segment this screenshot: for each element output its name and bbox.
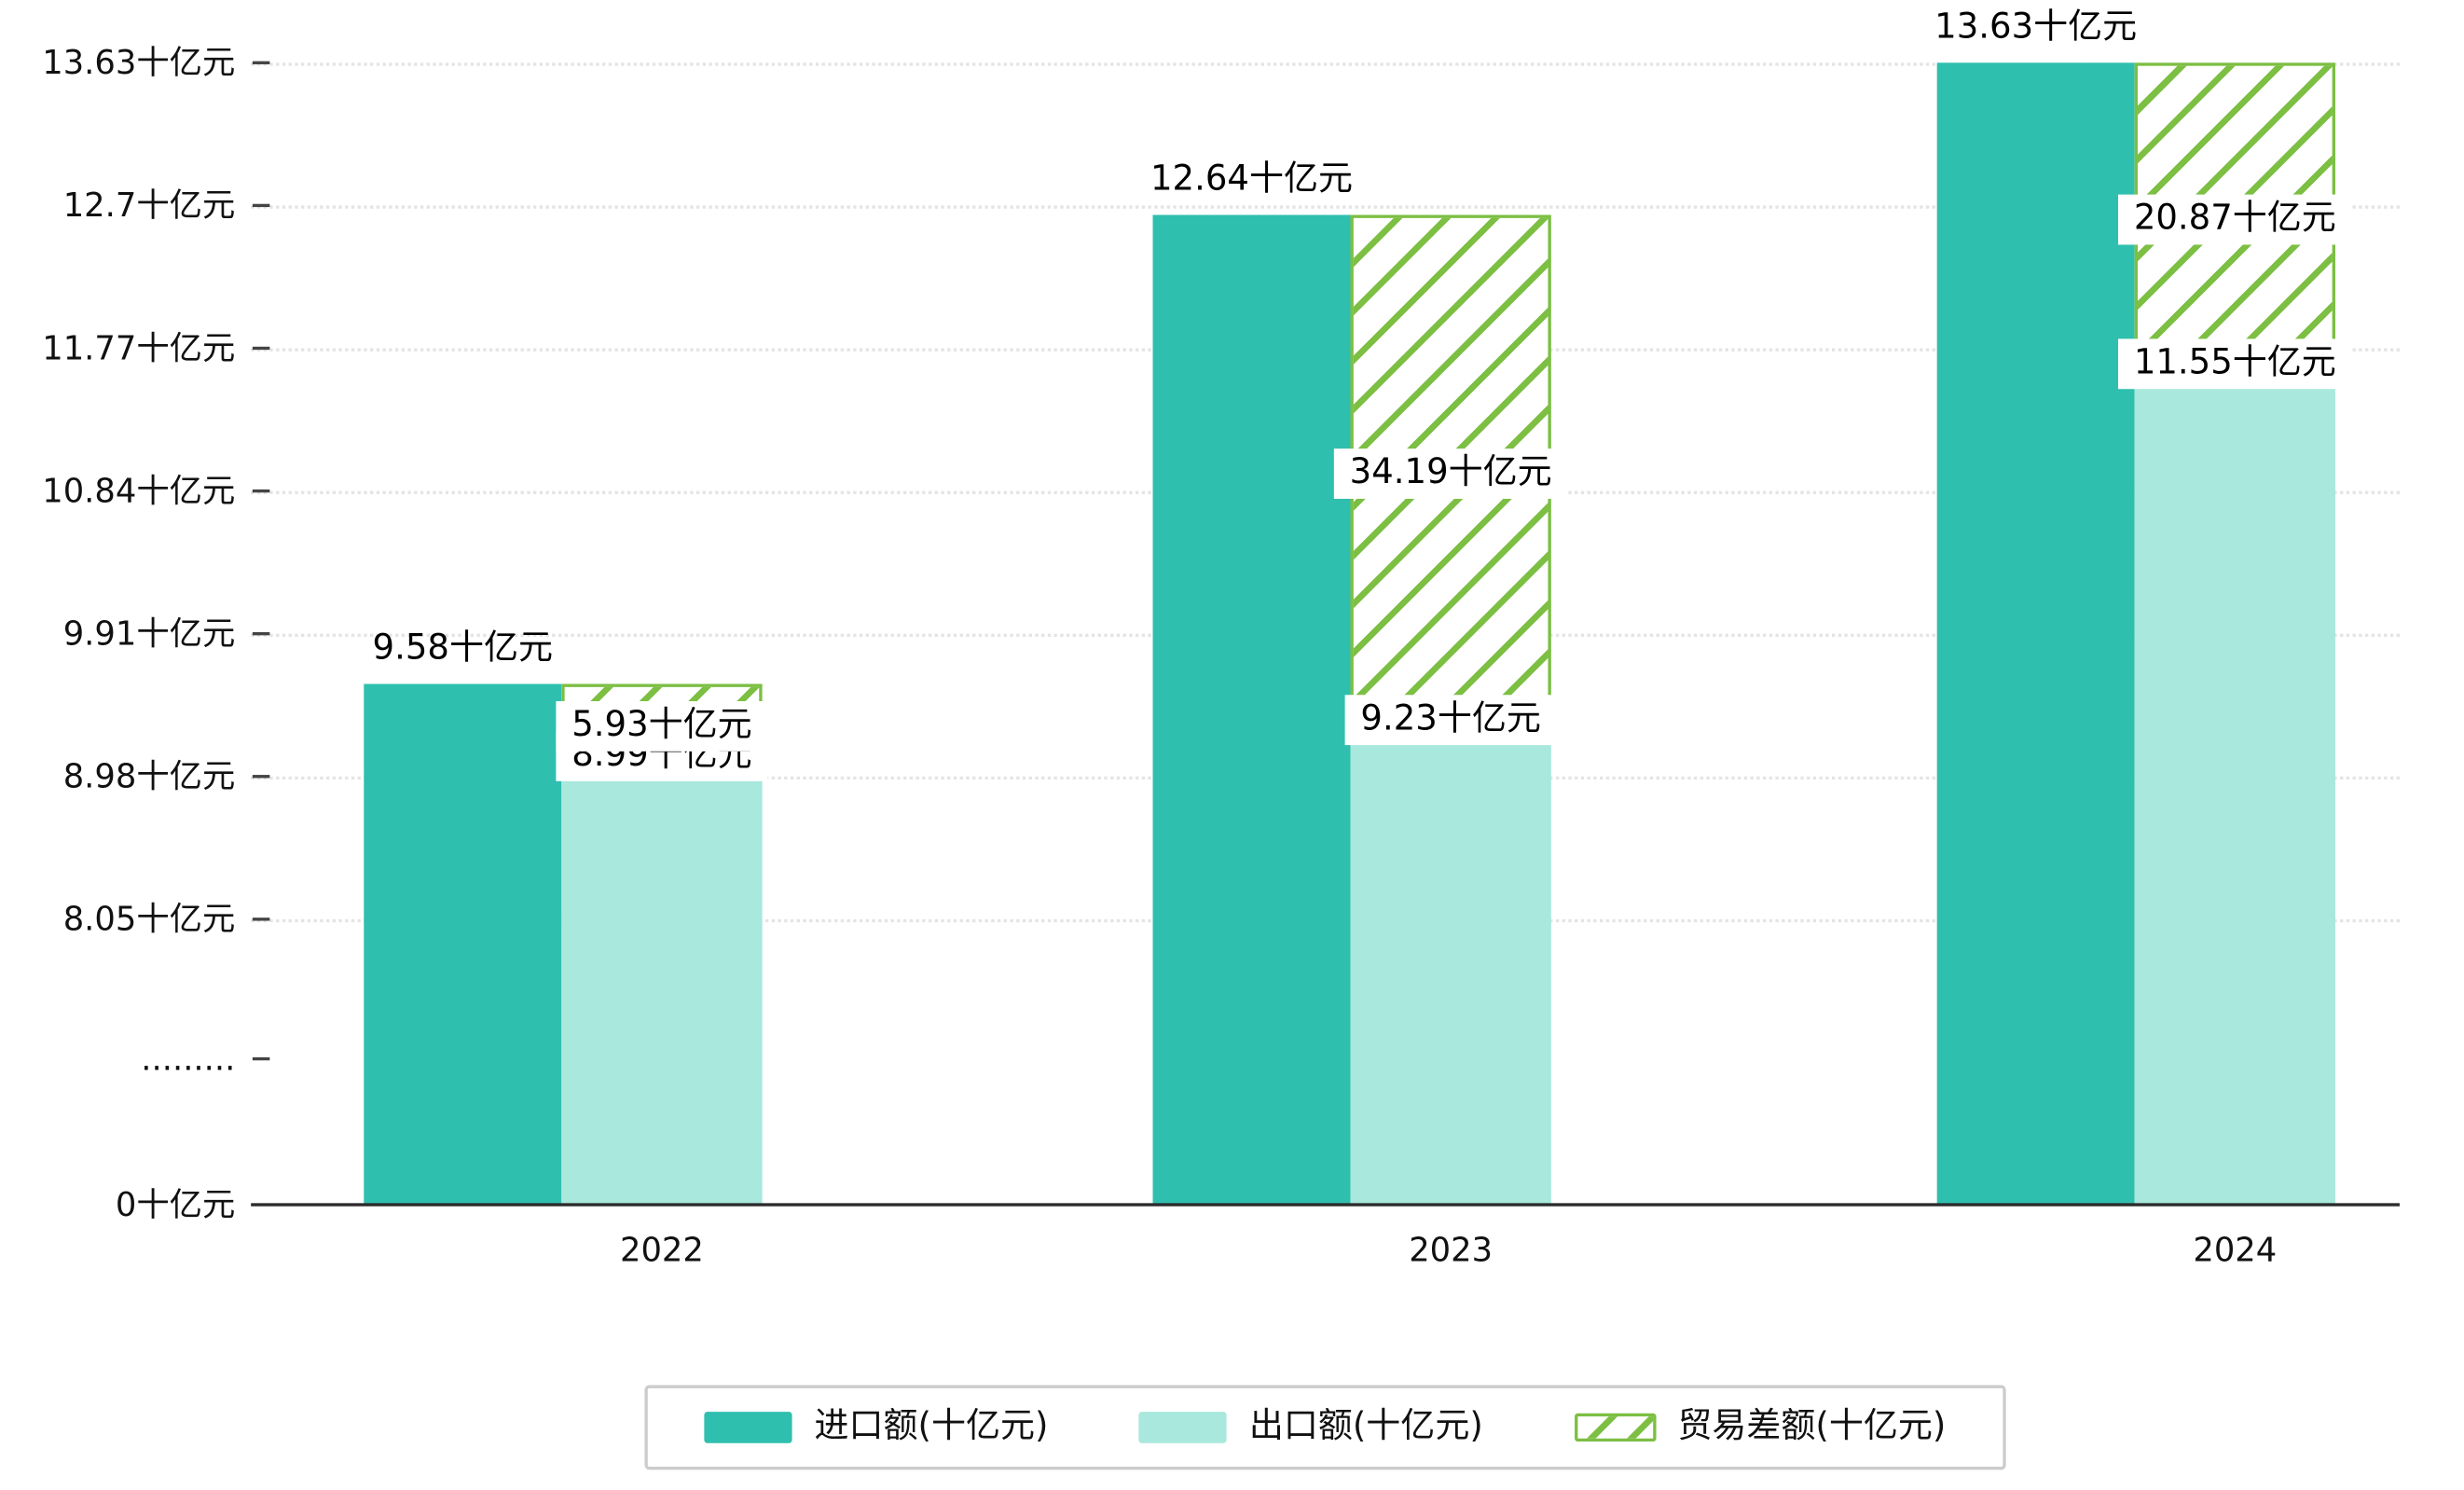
y-axis-tick-label: 8.98十亿元 (62, 757, 236, 795)
y-axis-tick-mark (252, 61, 270, 65)
x-axis-label-2024: 2024 (2193, 1231, 2278, 1270)
y-axis-tick-label: 0十亿元 (115, 1185, 236, 1224)
legend: 进口额(十亿元) 出口额(十亿元) 贸易差额(十亿元) (251, 1385, 2400, 1470)
x-axis-label-2023: 2023 (1409, 1231, 1494, 1270)
y-axis-tick-label: ......... (141, 1040, 236, 1078)
legend-label-trade-balance: 贸易差额(十亿元) (1677, 1407, 1947, 1447)
export-swatch-icon (1139, 1412, 1228, 1443)
y-axis-tick-label: 11.77十亿元 (42, 329, 236, 367)
bar-import-2022 (364, 683, 562, 1206)
legend-item-export[interactable]: 出口额(十亿元) (1139, 1405, 1483, 1449)
trade-balance-label-2023: 34.19十亿元 (1333, 448, 1568, 499)
trade-balance-label-2024: 20.87十亿元 (2117, 194, 2352, 245)
y-axis-tick-label: 8.05十亿元 (62, 900, 236, 939)
legend-item-trade-balance[interactable]: 贸易差额(十亿元) (1574, 1405, 1946, 1449)
y-axis-tick-mark (252, 346, 270, 351)
bar-export-2023 (1350, 738, 1551, 1206)
gridline (251, 62, 2400, 66)
y-axis-tick-mark (252, 917, 270, 921)
y-axis-tick-label: 9.91十亿元 (62, 614, 236, 653)
export-value-label-2024: 11.55十亿元 (2117, 338, 2352, 389)
legend-box: 进口额(十亿元) 出口额(十亿元) 贸易差额(十亿元) (644, 1385, 2006, 1470)
import-value-label-2022: 9.58十亿元 (372, 629, 554, 669)
legend-item-import[interactable]: 进口额(十亿元) (704, 1405, 1049, 1449)
gridline (251, 205, 2400, 210)
y-axis-tick-mark (252, 490, 270, 493)
y-axis-tick-mark (252, 775, 270, 779)
bar-import-2023 (1152, 214, 1351, 1206)
bar-export-2022 (561, 775, 763, 1206)
y-axis-tick-label: 10.84十亿元 (42, 472, 236, 510)
export-value-label-2023: 9.23十亿元 (1344, 694, 1557, 745)
y-axis-tick-mark (252, 1056, 270, 1061)
y-axis-tick-mark (252, 631, 270, 636)
import-value-label-2023: 12.64十亿元 (1150, 159, 1353, 200)
x-axis-label-2022: 2022 (619, 1231, 704, 1270)
import-value-label-2024: 13.63十亿元 (1934, 7, 2138, 48)
trade-balance-hatch-swatch-icon (1574, 1413, 1656, 1442)
y-axis-tick-label: 12.7十亿元 (62, 186, 236, 225)
legend-label-import: 进口额(十亿元) (814, 1407, 1049, 1447)
trade-balance-label-2022: 5.93十亿元 (556, 701, 768, 752)
bar-export-2024 (2134, 381, 2335, 1206)
bar-import-2024 (1936, 62, 2135, 1206)
import-swatch-icon (704, 1412, 792, 1443)
y-axis-tick-label: 13.63十亿元 (42, 44, 236, 82)
legend-label-export: 出口额(十亿元) (1248, 1407, 1483, 1447)
y-axis-tick-mark (252, 204, 270, 208)
x-axis-line (251, 1203, 2400, 1207)
